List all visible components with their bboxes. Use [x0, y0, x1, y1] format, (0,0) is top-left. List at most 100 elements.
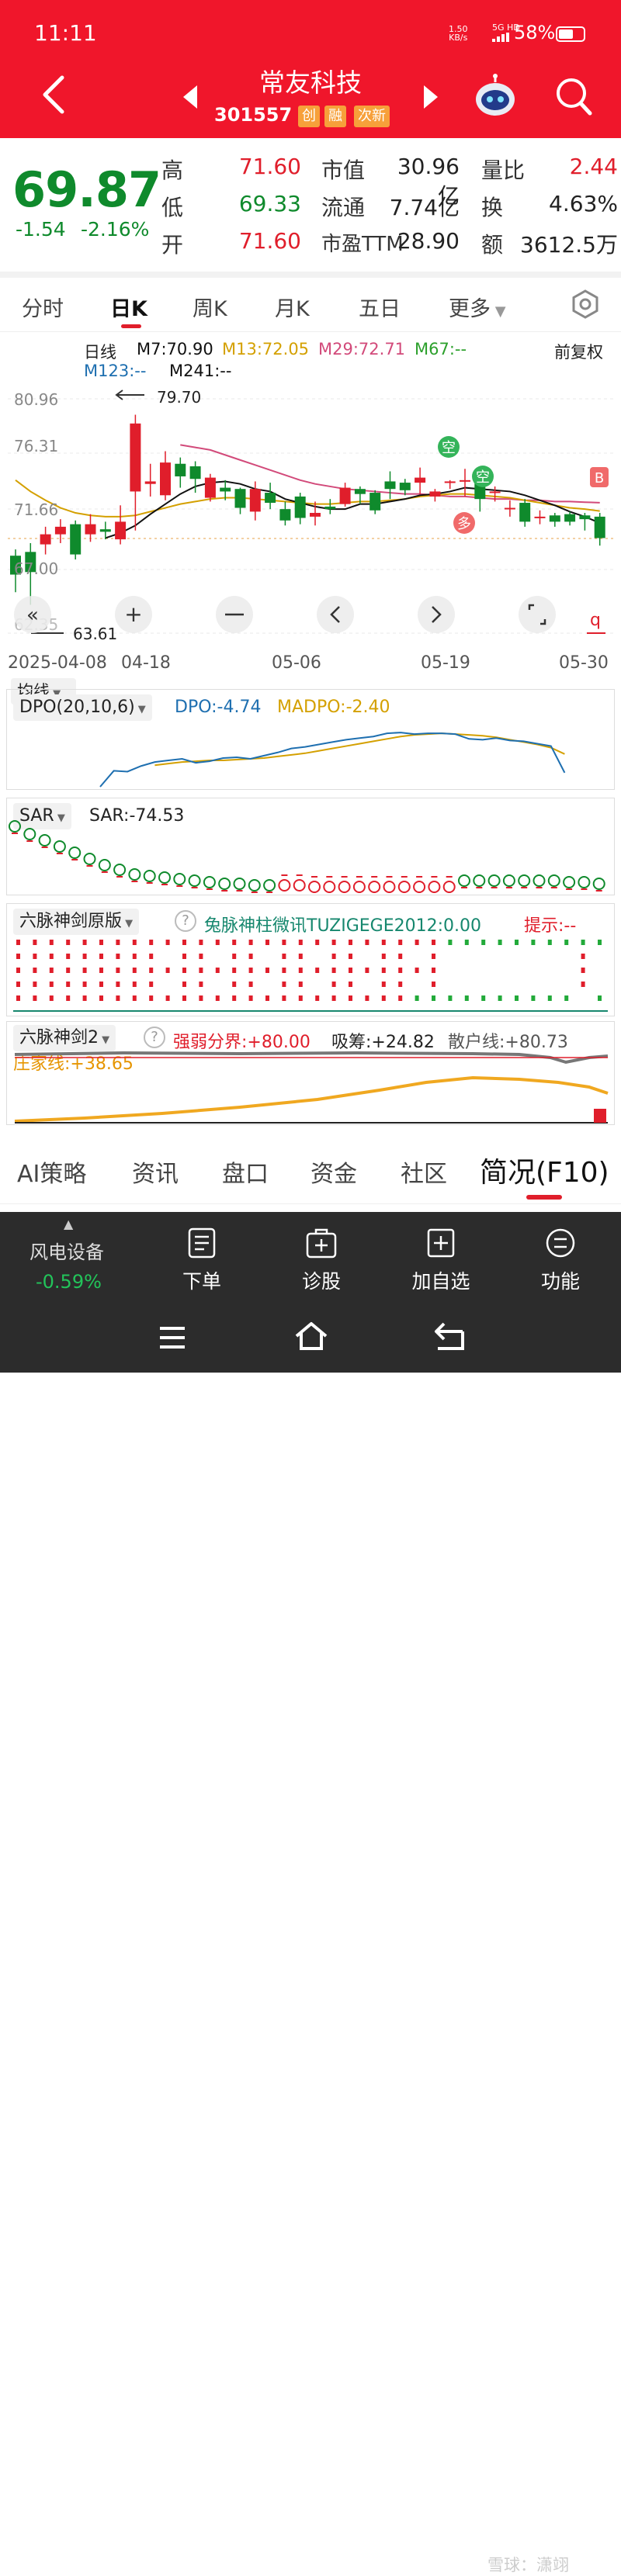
pulse-dot: [215, 995, 220, 1001]
pulse-dot: [149, 982, 154, 987]
sar-selector[interactable]: SAR ▼: [13, 803, 71, 829]
next-stock-arrow-icon[interactable]: [422, 84, 439, 110]
candle-body: [70, 524, 82, 555]
dealer-line: [14, 1075, 609, 1123]
pulse-dot: [381, 954, 386, 959]
sar-tick: [191, 887, 198, 888]
net-speed-value: 1.50: [449, 24, 468, 34]
candle-body: [534, 516, 546, 518]
signal-type: 5G HD: [492, 23, 520, 33]
sector-name[interactable]: 风电设备: [29, 1241, 104, 1263]
retail-line-value: 散户线:+80.73: [448, 1033, 568, 1052]
pulse-dot: [66, 968, 71, 973]
tab-monthly-k[interactable]: 月K: [275, 297, 310, 321]
pulse-dot: [365, 995, 369, 1001]
menu-circle-icon: [546, 1228, 575, 1258]
battery-icon: [556, 26, 585, 42]
sar-dot: [352, 881, 366, 893]
tab-community[interactable]: 社区: [401, 1161, 447, 1188]
zoom-in-button[interactable]: [115, 596, 152, 633]
pan-right-button[interactable]: [418, 596, 455, 633]
sar-dot: [188, 874, 201, 887]
home-icon[interactable]: [293, 1321, 329, 1352]
collapse-button[interactable]: [14, 596, 51, 633]
sar-tick: [296, 874, 303, 876]
pulse-dot: [116, 940, 120, 945]
tab-order-book[interactable]: 盘口: [222, 1161, 269, 1188]
candle-body: [564, 514, 576, 522]
six-pulse-selector[interactable]: 六脉神剑原版 ▼: [13, 909, 140, 935]
back-arrow-icon[interactable]: [39, 73, 70, 116]
tab-ai-strategy[interactable]: AI策略: [17, 1161, 87, 1188]
search-icon[interactable]: [554, 76, 593, 116]
tab-weekly-k[interactable]: 周K: [193, 297, 227, 321]
tab-daily-k[interactable]: 日K: [110, 297, 147, 321]
tab-funds[interactable]: 资金: [310, 1161, 357, 1188]
sar-tick: [550, 887, 557, 888]
divider: [0, 272, 621, 278]
help-icon[interactable]: ?: [144, 1027, 165, 1048]
tab-f10-profile[interactable]: 简况(F10): [480, 1157, 609, 1189]
pulse-dot: [282, 954, 286, 959]
pulse-dot: [99, 982, 103, 987]
sar-tick: [505, 887, 512, 888]
ai-robot-icon[interactable]: [474, 73, 517, 118]
prev-stock-arrow-icon[interactable]: [182, 84, 199, 110]
pulse-dot: [581, 940, 585, 945]
diagnose-button[interactable]: 诊股: [275, 1227, 368, 1294]
bottom-action-bar: ▲ 风电设备 -0.59% 下单 诊股 加自选 功能 雪球：潇翊: [0, 1212, 621, 2574]
sar-dot: [473, 874, 486, 887]
tab-intraday[interactable]: 分时: [22, 297, 64, 321]
pulse-dot: [398, 968, 403, 973]
sar-tick: [206, 888, 213, 890]
return-icon[interactable]: [433, 1321, 466, 1352]
function-button[interactable]: 功能: [514, 1227, 607, 1294]
pan-left-button[interactable]: [317, 596, 354, 633]
ma241-value: M241:--: [169, 362, 232, 380]
sar-selector-label: SAR: [19, 806, 54, 826]
candle-body: [160, 462, 171, 496]
chart-settings-icon[interactable]: [570, 289, 601, 320]
pulse-dot: [298, 954, 303, 959]
menu-icon[interactable]: [157, 1324, 188, 1352]
sar-dot: [9, 820, 21, 833]
candle-body: [429, 491, 441, 497]
kline-chart[interactable]: 80.96 76.31 71.66 67.00 62.35 79.70 63.6…: [0, 383, 621, 647]
pulse-dot: [82, 982, 87, 987]
sar-tick: [251, 892, 258, 893]
sar-tick: [566, 888, 573, 890]
signal-short-1-label: 空: [442, 440, 456, 456]
dpo-selector[interactable]: DPO(20,10,6) ▼: [13, 694, 152, 721]
sar-tick: [311, 876, 317, 878]
order-button[interactable]: 下单: [155, 1227, 248, 1294]
dpo-chart: [99, 732, 566, 788]
add-watchlist-button[interactable]: 加自选: [394, 1227, 487, 1294]
sar-dot: [98, 859, 111, 871]
pulse-dot: [99, 968, 103, 973]
sar-dot: [68, 847, 82, 859]
tab-news[interactable]: 资讯: [132, 1161, 179, 1188]
active-tab-indicator: [121, 324, 141, 328]
help-icon[interactable]: ?: [175, 910, 196, 932]
pulse-dot: [381, 968, 386, 973]
six-pulse-2-chart: [14, 1051, 609, 1124]
date-label-3: 05-06: [272, 653, 321, 673]
value-high: 71.60: [238, 154, 301, 179]
pulse-dot: [315, 968, 320, 973]
pulse-dot: [182, 940, 186, 945]
tab-five-day[interactable]: 五日: [359, 297, 401, 321]
order-doc-icon: [188, 1227, 216, 1259]
signal-short-2: 空: [472, 466, 494, 487]
pulse-dot: [16, 982, 20, 987]
candle-body: [204, 477, 216, 498]
ma-period: 日线: [84, 343, 116, 362]
six-pulse-2-selector[interactable]: 六脉神剑2 ▼: [13, 1025, 116, 1051]
fullscreen-button[interactable]: [519, 596, 556, 633]
pulse-dot: [66, 954, 71, 959]
tab-more[interactable]: 更多 ▼: [449, 292, 506, 322]
adjust-mode[interactable]: 前复权: [554, 343, 603, 362]
sector-expand-arrow-icon[interactable]: ▲: [64, 1217, 74, 1231]
y-tick-4: 67.00: [14, 559, 58, 578]
pulse-dot: [199, 995, 203, 1001]
sar-tick: [41, 847, 48, 848]
